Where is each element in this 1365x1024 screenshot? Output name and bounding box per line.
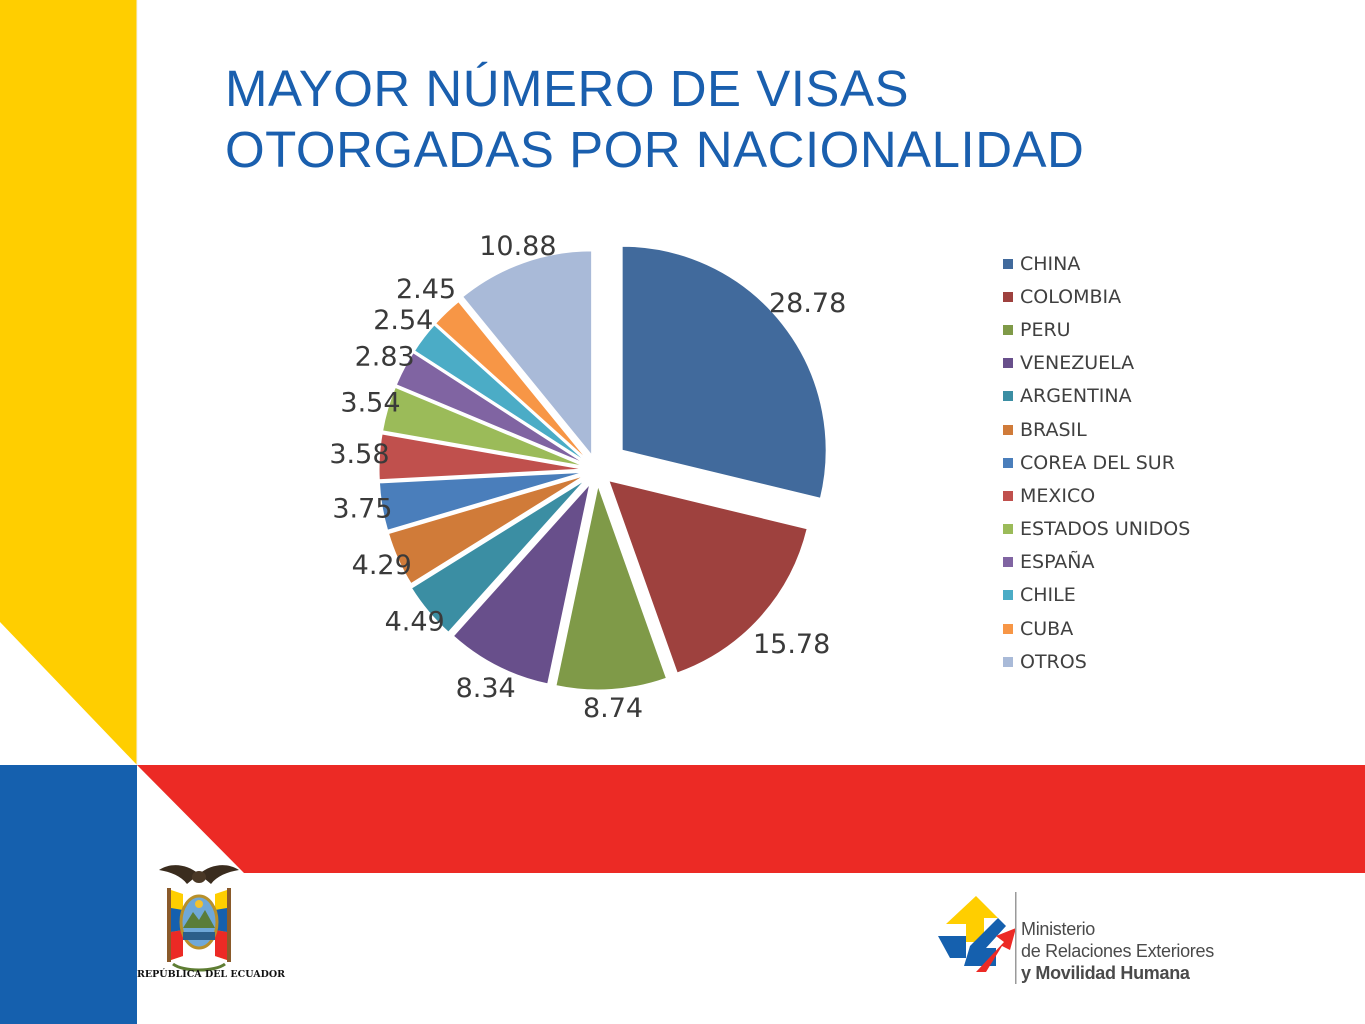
coat-of-arms-seal	[159, 865, 239, 972]
legend-label: CHILE	[1020, 584, 1076, 607]
pie-data-labels: 28.78 15.78 8.74 8.34 4.49 4.29 3.75 3.58 3.54 2.…	[329, 231, 846, 724]
ministry-line-3: y Movilidad Humana	[1021, 963, 1190, 983]
legend-swatch	[1003, 557, 1013, 568]
legend-label: ESTADOS UNIDOS	[1020, 518, 1191, 541]
pie-slice-estados-unidos	[382, 386, 584, 467]
legend-item: MEXICO	[1003, 479, 1190, 512]
pie-slice-argentina	[410, 479, 586, 633]
legend-item: COREA DEL SUR	[1003, 446, 1190, 479]
legend-swatch	[1003, 258, 1013, 269]
legend-swatch	[1003, 391, 1013, 402]
data-label-china: 28.78	[769, 288, 846, 319]
pie-slices	[378, 245, 827, 691]
ministry-line-1: Ministerio	[1021, 919, 1096, 939]
chart-legend: CHINA COLOMBIA PERU VENEZUELA ARGENTINA BRASI…	[1003, 247, 1190, 678]
ministry-line-2: de Relaciones Exteriores	[1021, 941, 1214, 961]
pie-slice-cuba	[435, 301, 588, 461]
data-label-colombia: 15.78	[753, 629, 830, 660]
legend-swatch	[1003, 590, 1013, 601]
data-label-estados-unidos: 3.54	[340, 387, 400, 418]
legend-label: MEXICO	[1020, 484, 1096, 507]
legend-label: ARGENTINA	[1020, 385, 1132, 408]
legend-item: PERU	[1003, 313, 1190, 346]
legend-label: COLOMBIA	[1020, 285, 1122, 308]
legend-swatch	[1003, 424, 1013, 435]
legend-label: VENEZUELA	[1020, 352, 1135, 375]
legend-item: ESTADOS UNIDOS	[1003, 513, 1190, 546]
legend-label: ESPAÑA	[1020, 551, 1095, 574]
data-label-otros: 10.88	[479, 231, 556, 262]
legend-item: VENEZUELA	[1003, 347, 1190, 380]
yellow-band	[0, 0, 137, 765]
legend-swatch	[1003, 490, 1013, 501]
data-label-españa: 2.83	[355, 342, 415, 373]
pie-slice-otros	[462, 250, 593, 457]
legend-item: CHILE	[1003, 579, 1190, 612]
pie-slice-españa	[395, 352, 585, 464]
pie-slice-brasil	[387, 475, 585, 585]
data-label-corea-del-sur: 3.75	[332, 494, 392, 525]
legend-swatch	[1003, 656, 1013, 667]
data-label-cuba: 2.45	[396, 274, 456, 305]
data-label-mexico: 3.58	[329, 439, 389, 470]
pie-slice-colombia	[608, 480, 808, 674]
legend-item: ARGENTINA	[1003, 380, 1190, 413]
legend-swatch	[1003, 524, 1013, 535]
legend-swatch	[1003, 358, 1013, 369]
legend-swatch	[1003, 623, 1013, 634]
legend-label: COREA DEL SUR	[1020, 451, 1175, 474]
pie-slice-china	[621, 245, 827, 499]
legend-swatch	[1003, 457, 1013, 468]
legend-label: BRASIL	[1020, 418, 1087, 441]
legend-label: CUBA	[1020, 617, 1074, 640]
blue-band	[0, 765, 137, 1024]
slide-title: MAYOR NÚMERO DE VISAS OTORGADAS POR NACI…	[225, 58, 1225, 180]
legend-label: PERU	[1020, 318, 1071, 341]
legend-swatch	[1003, 324, 1013, 335]
data-label-brasil: 4.29	[352, 550, 412, 581]
ministry-logo	[938, 892, 1017, 984]
title-line-1: MAYOR NÚMERO DE VISAS	[225, 60, 909, 117]
data-label-venezuela: 8.34	[456, 673, 516, 704]
pie-slice-mexico	[378, 433, 584, 481]
legend-item: CHINA	[1003, 247, 1190, 280]
legend-item: OTROS	[1003, 645, 1190, 678]
pie-slice-peru	[555, 484, 668, 691]
legend-item: COLOMBIA	[1003, 280, 1190, 313]
legend-label: OTROS	[1020, 650, 1087, 673]
legend-label: CHINA	[1020, 252, 1081, 275]
data-label-peru: 8.74	[583, 693, 643, 724]
title-line-2: OTORGADAS POR NACIONALIDAD	[225, 121, 1085, 178]
legend-swatch	[1003, 291, 1013, 302]
pie-slice-corea-del-sur	[378, 471, 584, 531]
data-label-argentina: 4.49	[385, 606, 445, 637]
legend-item: BRASIL	[1003, 413, 1190, 446]
pie-slice-chile	[413, 324, 587, 462]
ministry-name: Ministerio de Relaciones Exteriores y Mo…	[1021, 918, 1214, 984]
red-band	[137, 765, 1365, 873]
legend-item: CUBA	[1003, 612, 1190, 645]
data-label-chile: 2.54	[373, 305, 433, 336]
seal-caption: REPÚBLICA DEL ECUADOR	[137, 969, 285, 980]
pie-slice-venezuela	[452, 482, 591, 685]
legend-item: ESPAÑA	[1003, 546, 1190, 579]
